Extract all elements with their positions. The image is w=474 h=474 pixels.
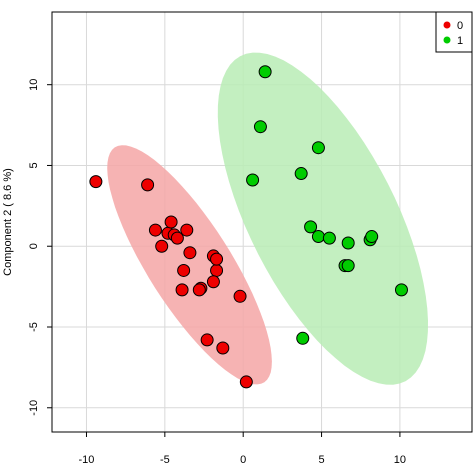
point-group-0	[192, 283, 206, 297]
point-group-1	[365, 230, 379, 244]
point-group-0	[170, 231, 184, 245]
point-group-0	[155, 239, 169, 253]
x-tick-label: 0	[240, 454, 246, 466]
point-group-1	[246, 173, 260, 187]
point-group-1	[341, 236, 355, 250]
point-group-0	[200, 333, 214, 347]
point-group-0	[210, 263, 224, 277]
legend-box	[435, 11, 473, 53]
y-tick-label: -10	[28, 400, 40, 416]
point-group-0	[210, 252, 224, 266]
y-tick-label: 0	[28, 243, 40, 249]
confidence-ellipses	[107, 52, 428, 385]
point-group-1	[311, 230, 325, 244]
point-group-0	[141, 178, 155, 192]
point-group-0	[89, 175, 103, 189]
x-tick-label: -5	[160, 454, 170, 466]
legend-label-1: 1	[457, 35, 463, 47]
legend-label-0: 0	[457, 20, 463, 32]
point-group-0	[183, 246, 197, 260]
y-tick-label: 10	[28, 79, 40, 91]
point-group-0	[239, 375, 253, 389]
point-group-1	[258, 65, 272, 79]
point-group-0	[180, 223, 194, 237]
legend: 01	[435, 11, 473, 53]
legend-marker-0	[443, 21, 451, 29]
point-group-1	[322, 231, 336, 245]
point-group-0	[206, 275, 220, 289]
point-group-0	[175, 283, 189, 297]
point-group-0	[177, 263, 191, 277]
point-group-0	[164, 215, 178, 229]
point-group-1	[296, 331, 310, 345]
x-tick-label: 10	[394, 454, 406, 466]
y-tick-label: 5	[28, 162, 40, 168]
ellipse-group-1	[217, 52, 428, 385]
y-axis-label: Component 2 ( 8.6 %)	[2, 168, 14, 276]
x-tick-label: -10	[79, 454, 95, 466]
point-group-0	[216, 341, 230, 355]
point-group-0	[148, 223, 162, 237]
x-tick-label: 5	[318, 454, 324, 466]
point-group-1	[311, 141, 325, 155]
plot-border	[51, 11, 473, 433]
point-group-1	[394, 283, 408, 297]
data-points	[89, 65, 408, 389]
point-group-1	[304, 220, 318, 234]
point-group-1	[294, 167, 308, 181]
point-group-0	[233, 289, 247, 303]
point-group-1	[341, 259, 355, 273]
legend-marker-1	[443, 36, 451, 44]
point-group-1	[253, 120, 267, 134]
y-tick-label: -5	[28, 322, 40, 332]
axis-ticks: -10 -5 0 5 10 -10 -5 0 5 10	[28, 79, 406, 466]
ellipse-group-0	[107, 145, 272, 385]
